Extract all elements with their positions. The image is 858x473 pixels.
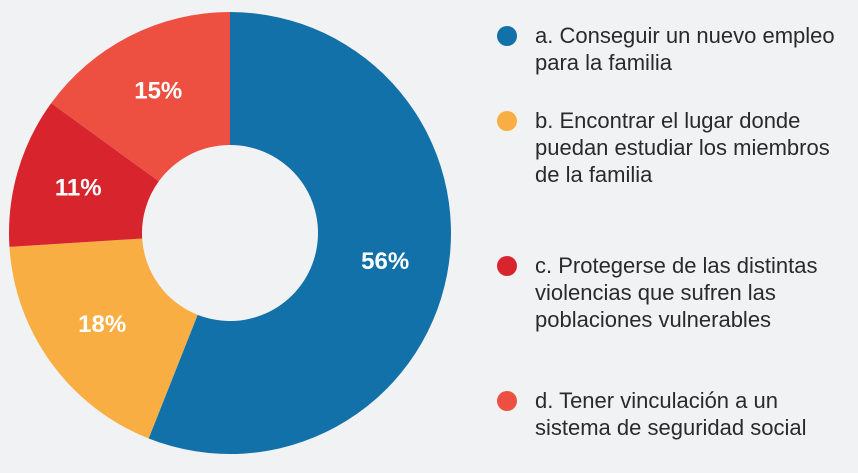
legend-swatch: [497, 256, 517, 276]
legend-item: a. Conseguir un nuevo empleo para la fam…: [497, 22, 837, 76]
legend-swatch: [497, 391, 517, 411]
legend-label: a. Conseguir un nuevo empleo para la fam…: [535, 23, 835, 75]
slice: [148, 12, 451, 454]
value-label: 15%: [134, 78, 182, 105]
slice: [51, 12, 230, 182]
value-label: 11%: [55, 174, 102, 201]
legend-swatch: [497, 26, 517, 46]
legend-item: c. Protegerse de las distintas violencia…: [497, 252, 837, 333]
legend-item: d. Tener vinculación a un sistema de seg…: [497, 387, 837, 441]
value-label: 18%: [78, 311, 126, 338]
legend-item: b. Encontrar el lugar donde puedan estud…: [497, 107, 837, 188]
legend-swatch: [497, 111, 517, 131]
legend-label: c. Protegerse de las distintas violencia…: [535, 253, 818, 332]
legend-label: b. Encontrar el lugar donde puedan estud…: [535, 108, 830, 187]
slice: [8, 103, 159, 247]
slice: [9, 238, 198, 439]
legend-label: d. Tener vinculación a un sistema de seg…: [535, 388, 807, 440]
value-label: 56%: [361, 248, 409, 275]
chart: 56% 18% 11% 15%: [8, 12, 451, 454]
